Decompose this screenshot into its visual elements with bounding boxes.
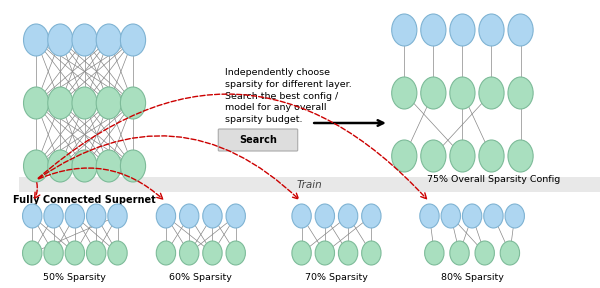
Ellipse shape: [203, 241, 222, 265]
Ellipse shape: [315, 204, 335, 228]
Ellipse shape: [23, 150, 49, 182]
Text: 75% Overall Sparsity Config: 75% Overall Sparsity Config: [427, 175, 560, 185]
Ellipse shape: [505, 204, 524, 228]
Text: Train: Train: [296, 180, 322, 190]
Text: Search: Search: [239, 135, 277, 145]
Ellipse shape: [179, 204, 199, 228]
Ellipse shape: [484, 204, 503, 228]
Ellipse shape: [441, 204, 460, 228]
Ellipse shape: [121, 150, 146, 182]
Ellipse shape: [362, 204, 381, 228]
Ellipse shape: [421, 140, 446, 172]
Ellipse shape: [508, 14, 533, 46]
Ellipse shape: [48, 24, 73, 56]
Ellipse shape: [72, 87, 97, 119]
Ellipse shape: [475, 241, 494, 265]
Ellipse shape: [108, 241, 127, 265]
Ellipse shape: [479, 14, 504, 46]
Ellipse shape: [86, 204, 106, 228]
Ellipse shape: [450, 14, 475, 46]
Ellipse shape: [463, 204, 482, 228]
FancyBboxPatch shape: [218, 129, 298, 151]
Ellipse shape: [108, 204, 127, 228]
Ellipse shape: [362, 241, 381, 265]
Ellipse shape: [156, 241, 176, 265]
Text: 70% Sparsity: 70% Sparsity: [305, 274, 368, 283]
Ellipse shape: [44, 241, 63, 265]
Ellipse shape: [86, 241, 106, 265]
Ellipse shape: [96, 24, 121, 56]
Ellipse shape: [425, 241, 444, 265]
Ellipse shape: [226, 204, 245, 228]
Bar: [19, 177, 600, 192]
Ellipse shape: [421, 14, 446, 46]
Ellipse shape: [121, 87, 146, 119]
Ellipse shape: [203, 204, 222, 228]
Ellipse shape: [179, 241, 199, 265]
Ellipse shape: [315, 241, 335, 265]
Ellipse shape: [392, 77, 417, 109]
Ellipse shape: [508, 77, 533, 109]
Ellipse shape: [121, 24, 146, 56]
Ellipse shape: [96, 87, 121, 119]
Ellipse shape: [450, 140, 475, 172]
Text: Independently choose
sparsity for different layer.
Search the best config /
mode: Independently choose sparsity for differ…: [225, 68, 352, 124]
Ellipse shape: [226, 241, 245, 265]
Ellipse shape: [156, 204, 176, 228]
Ellipse shape: [48, 150, 73, 182]
Text: 50% Sparsity: 50% Sparsity: [43, 274, 106, 283]
Ellipse shape: [500, 241, 520, 265]
Ellipse shape: [23, 24, 49, 56]
Ellipse shape: [421, 77, 446, 109]
Text: Fully Connected Supernet: Fully Connected Supernet: [13, 195, 156, 205]
Ellipse shape: [450, 241, 469, 265]
Ellipse shape: [392, 14, 417, 46]
Ellipse shape: [23, 87, 49, 119]
Ellipse shape: [65, 241, 85, 265]
Ellipse shape: [338, 241, 358, 265]
Ellipse shape: [479, 140, 504, 172]
Ellipse shape: [292, 204, 311, 228]
Ellipse shape: [23, 204, 42, 228]
Ellipse shape: [508, 140, 533, 172]
Ellipse shape: [65, 204, 85, 228]
Text: 60% Sparsity: 60% Sparsity: [169, 274, 232, 283]
Ellipse shape: [72, 150, 97, 182]
Ellipse shape: [450, 77, 475, 109]
Ellipse shape: [292, 241, 311, 265]
Ellipse shape: [338, 204, 358, 228]
Ellipse shape: [479, 77, 504, 109]
Ellipse shape: [420, 204, 439, 228]
Ellipse shape: [44, 204, 63, 228]
Text: 80% Sparsity: 80% Sparsity: [440, 274, 503, 283]
Ellipse shape: [48, 87, 73, 119]
Ellipse shape: [72, 24, 97, 56]
Ellipse shape: [96, 150, 121, 182]
Ellipse shape: [23, 241, 42, 265]
Ellipse shape: [392, 140, 417, 172]
